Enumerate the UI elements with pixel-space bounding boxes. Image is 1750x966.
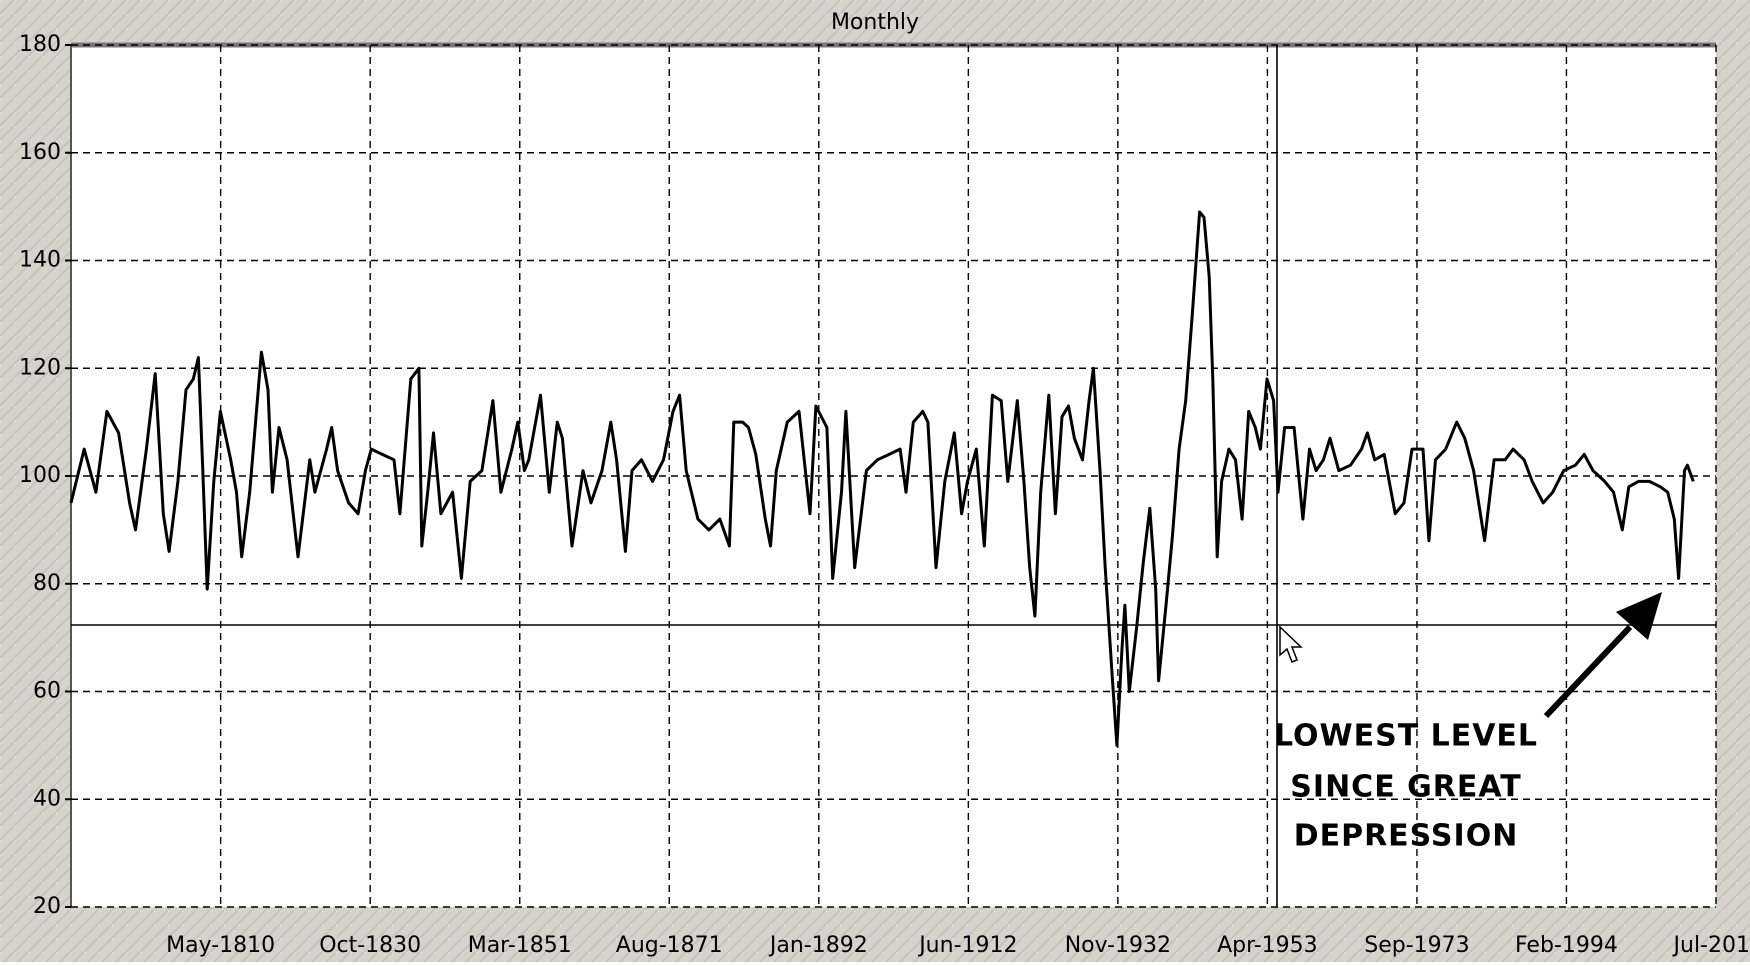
y-tick-label: 40	[33, 786, 61, 811]
y-tick-label: 80	[33, 571, 61, 596]
mouse-cursor	[1279, 625, 1303, 663]
marks: 20 40 60 80 100 120 140 160 180 May-1810 Oct-1830 M…	[19, 32, 1750, 958]
x-tick-label: Jul-201	[1672, 933, 1750, 958]
annotation: SINCE GREAT	[1290, 770, 1521, 805]
x-tick-label: Nov-1932	[1065, 933, 1171, 958]
x-tick-label: Sep-1973	[1364, 933, 1469, 958]
x-tick-label: Oct-1830	[319, 933, 421, 958]
x-tick-label: Jun-1912	[917, 933, 1017, 958]
x-tick-label: Mar-1851	[468, 933, 572, 958]
annotation: LOWEST LEVEL	[1274, 719, 1538, 754]
data-line	[69, 210, 1695, 747]
y-tick-label: 100	[19, 463, 61, 488]
x-tick-label: Apr-1953	[1217, 933, 1318, 958]
arrow-shaft	[1543, 624, 1633, 719]
arrow-head	[1616, 592, 1662, 640]
annotation: DEPRESSION	[1294, 819, 1519, 854]
y-tick-label: 180	[19, 32, 61, 57]
y-tick-label: 120	[19, 355, 61, 380]
y-tick-label: 60	[33, 679, 61, 704]
y-tick-label: 160	[19, 140, 61, 165]
x-tick-label: Feb-1994	[1515, 933, 1618, 958]
y-tick-label: 140	[19, 248, 61, 273]
x-tick-label: Aug-1871	[616, 933, 723, 958]
y-tick-label: 20	[33, 894, 61, 919]
chart-title: Monthly	[831, 10, 919, 35]
x-tick-label: Jan-1892	[768, 933, 868, 958]
x-tick-label: May-1810	[166, 933, 275, 958]
